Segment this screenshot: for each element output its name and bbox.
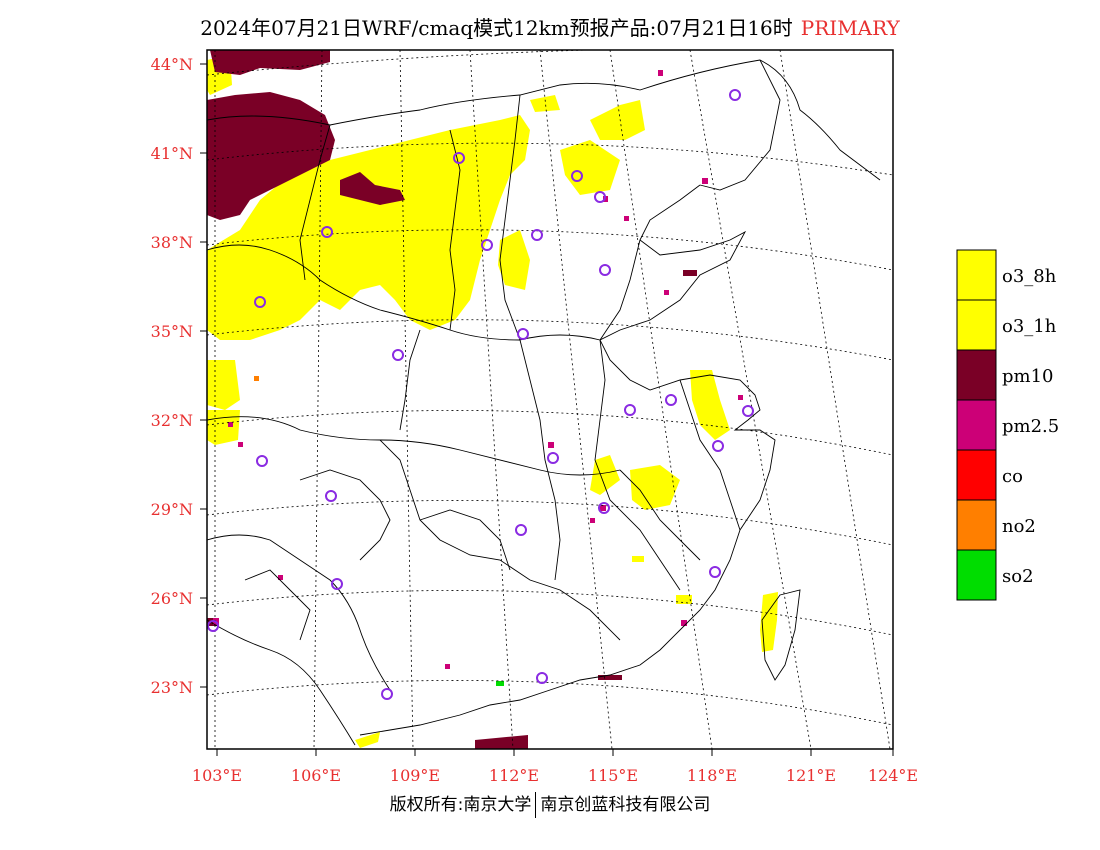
station-marker-icon xyxy=(571,170,583,182)
lon-label: 118°E xyxy=(687,766,737,785)
station-marker-icon xyxy=(624,404,636,416)
legend-swatch-co xyxy=(956,449,997,501)
latitude-labels: 44°N 41°N 38°N 35°N 32°N 29°N 26°N 23°N xyxy=(151,55,193,697)
station-marker-icon xyxy=(594,191,606,203)
axis-ticks xyxy=(200,63,894,756)
station-marker-icon xyxy=(598,502,610,514)
legend-label-co: co xyxy=(1002,466,1023,487)
lon-label: 103°E xyxy=(192,766,242,785)
station-marker-icon xyxy=(729,89,741,101)
station-markers xyxy=(207,89,754,700)
lat-label: 35°N xyxy=(151,322,193,341)
station-marker-icon xyxy=(331,578,343,590)
lon-label: 121°E xyxy=(786,766,836,785)
station-marker-icon xyxy=(256,455,268,467)
station-marker-icon xyxy=(547,452,559,464)
lat-label: 44°N xyxy=(151,55,193,74)
lon-label: 115°E xyxy=(588,766,638,785)
map-title: 2024年07月21日WRF/cmaq模式12km预报产品:07月21日16时 P… xyxy=(0,12,1100,41)
legend-swatch-o3-1h xyxy=(956,299,997,351)
station-marker-icon xyxy=(665,394,677,406)
station-marker-icon xyxy=(392,349,404,361)
station-marker-icon xyxy=(321,226,333,238)
so2-exceedance-spot xyxy=(496,681,504,686)
lat-label: 32°N xyxy=(151,411,193,430)
graticule xyxy=(207,50,893,749)
station-marker-icon xyxy=(517,328,529,340)
station-marker-icon xyxy=(254,296,266,308)
lon-label: 124°E xyxy=(868,766,918,785)
lat-label: 26°N xyxy=(151,589,193,608)
station-marker-icon xyxy=(515,524,527,536)
title-tag: PRIMARY xyxy=(800,16,900,40)
legend-swatch-o3-8h xyxy=(956,249,997,301)
map-content xyxy=(207,50,893,749)
lon-label: 112°E xyxy=(489,766,539,785)
station-marker-icon xyxy=(207,620,219,632)
title-main: 2024年07月21日WRF/cmaq模式12km预报产品:07月21日16时 xyxy=(200,16,793,40)
lat-label: 29°N xyxy=(151,500,193,519)
station-marker-icon xyxy=(453,152,465,164)
station-marker-icon xyxy=(531,229,543,241)
lat-label: 38°N xyxy=(151,233,193,252)
legend-label-o3-1h: o3_1h xyxy=(1002,316,1057,337)
lat-label: 41°N xyxy=(151,144,193,163)
station-marker-icon xyxy=(381,688,393,700)
station-marker-icon xyxy=(742,405,754,417)
legend-label-so2: so2 xyxy=(1002,566,1034,587)
legend-swatch-no2 xyxy=(956,499,997,551)
lon-label: 106°E xyxy=(291,766,341,785)
boundary-lines xyxy=(207,59,881,746)
map-frame xyxy=(206,49,894,750)
no2-exceedance-spot xyxy=(254,376,259,381)
footer-divider xyxy=(535,792,537,818)
legend-swatch-pm10 xyxy=(956,349,997,401)
station-marker-icon xyxy=(481,239,493,251)
legend-swatch-so2 xyxy=(956,549,997,601)
legend-swatch-pm25 xyxy=(956,399,997,451)
lon-label: 109°E xyxy=(390,766,440,785)
legend-label-no2: no2 xyxy=(1002,516,1036,537)
station-marker-icon xyxy=(325,490,337,502)
copyright-footer: 版权所有:南京大学 南京创蓝科技有限公司 xyxy=(0,790,1100,818)
copyright-left: 版权所有:南京大学 xyxy=(389,795,532,815)
longitude-labels: 103°E 106°E 109°E 112°E 115°E 118°E 121°… xyxy=(192,766,918,785)
station-marker-icon xyxy=(709,566,721,578)
station-marker-icon xyxy=(599,264,611,276)
lat-label: 23°N xyxy=(151,678,193,697)
legend-label-pm10: pm10 xyxy=(1002,366,1054,387)
legend: o3_8h o3_1h pm10 pm2.5 co no2 so2 xyxy=(956,249,1059,601)
legend-label-pm25: pm2.5 xyxy=(1002,416,1059,437)
station-marker-icon xyxy=(536,672,548,684)
legend-label-o3-8h: o3_8h xyxy=(1002,266,1057,287)
station-marker-icon xyxy=(712,440,724,452)
copyright-right: 南京创蓝科技有限公司 xyxy=(540,795,711,815)
